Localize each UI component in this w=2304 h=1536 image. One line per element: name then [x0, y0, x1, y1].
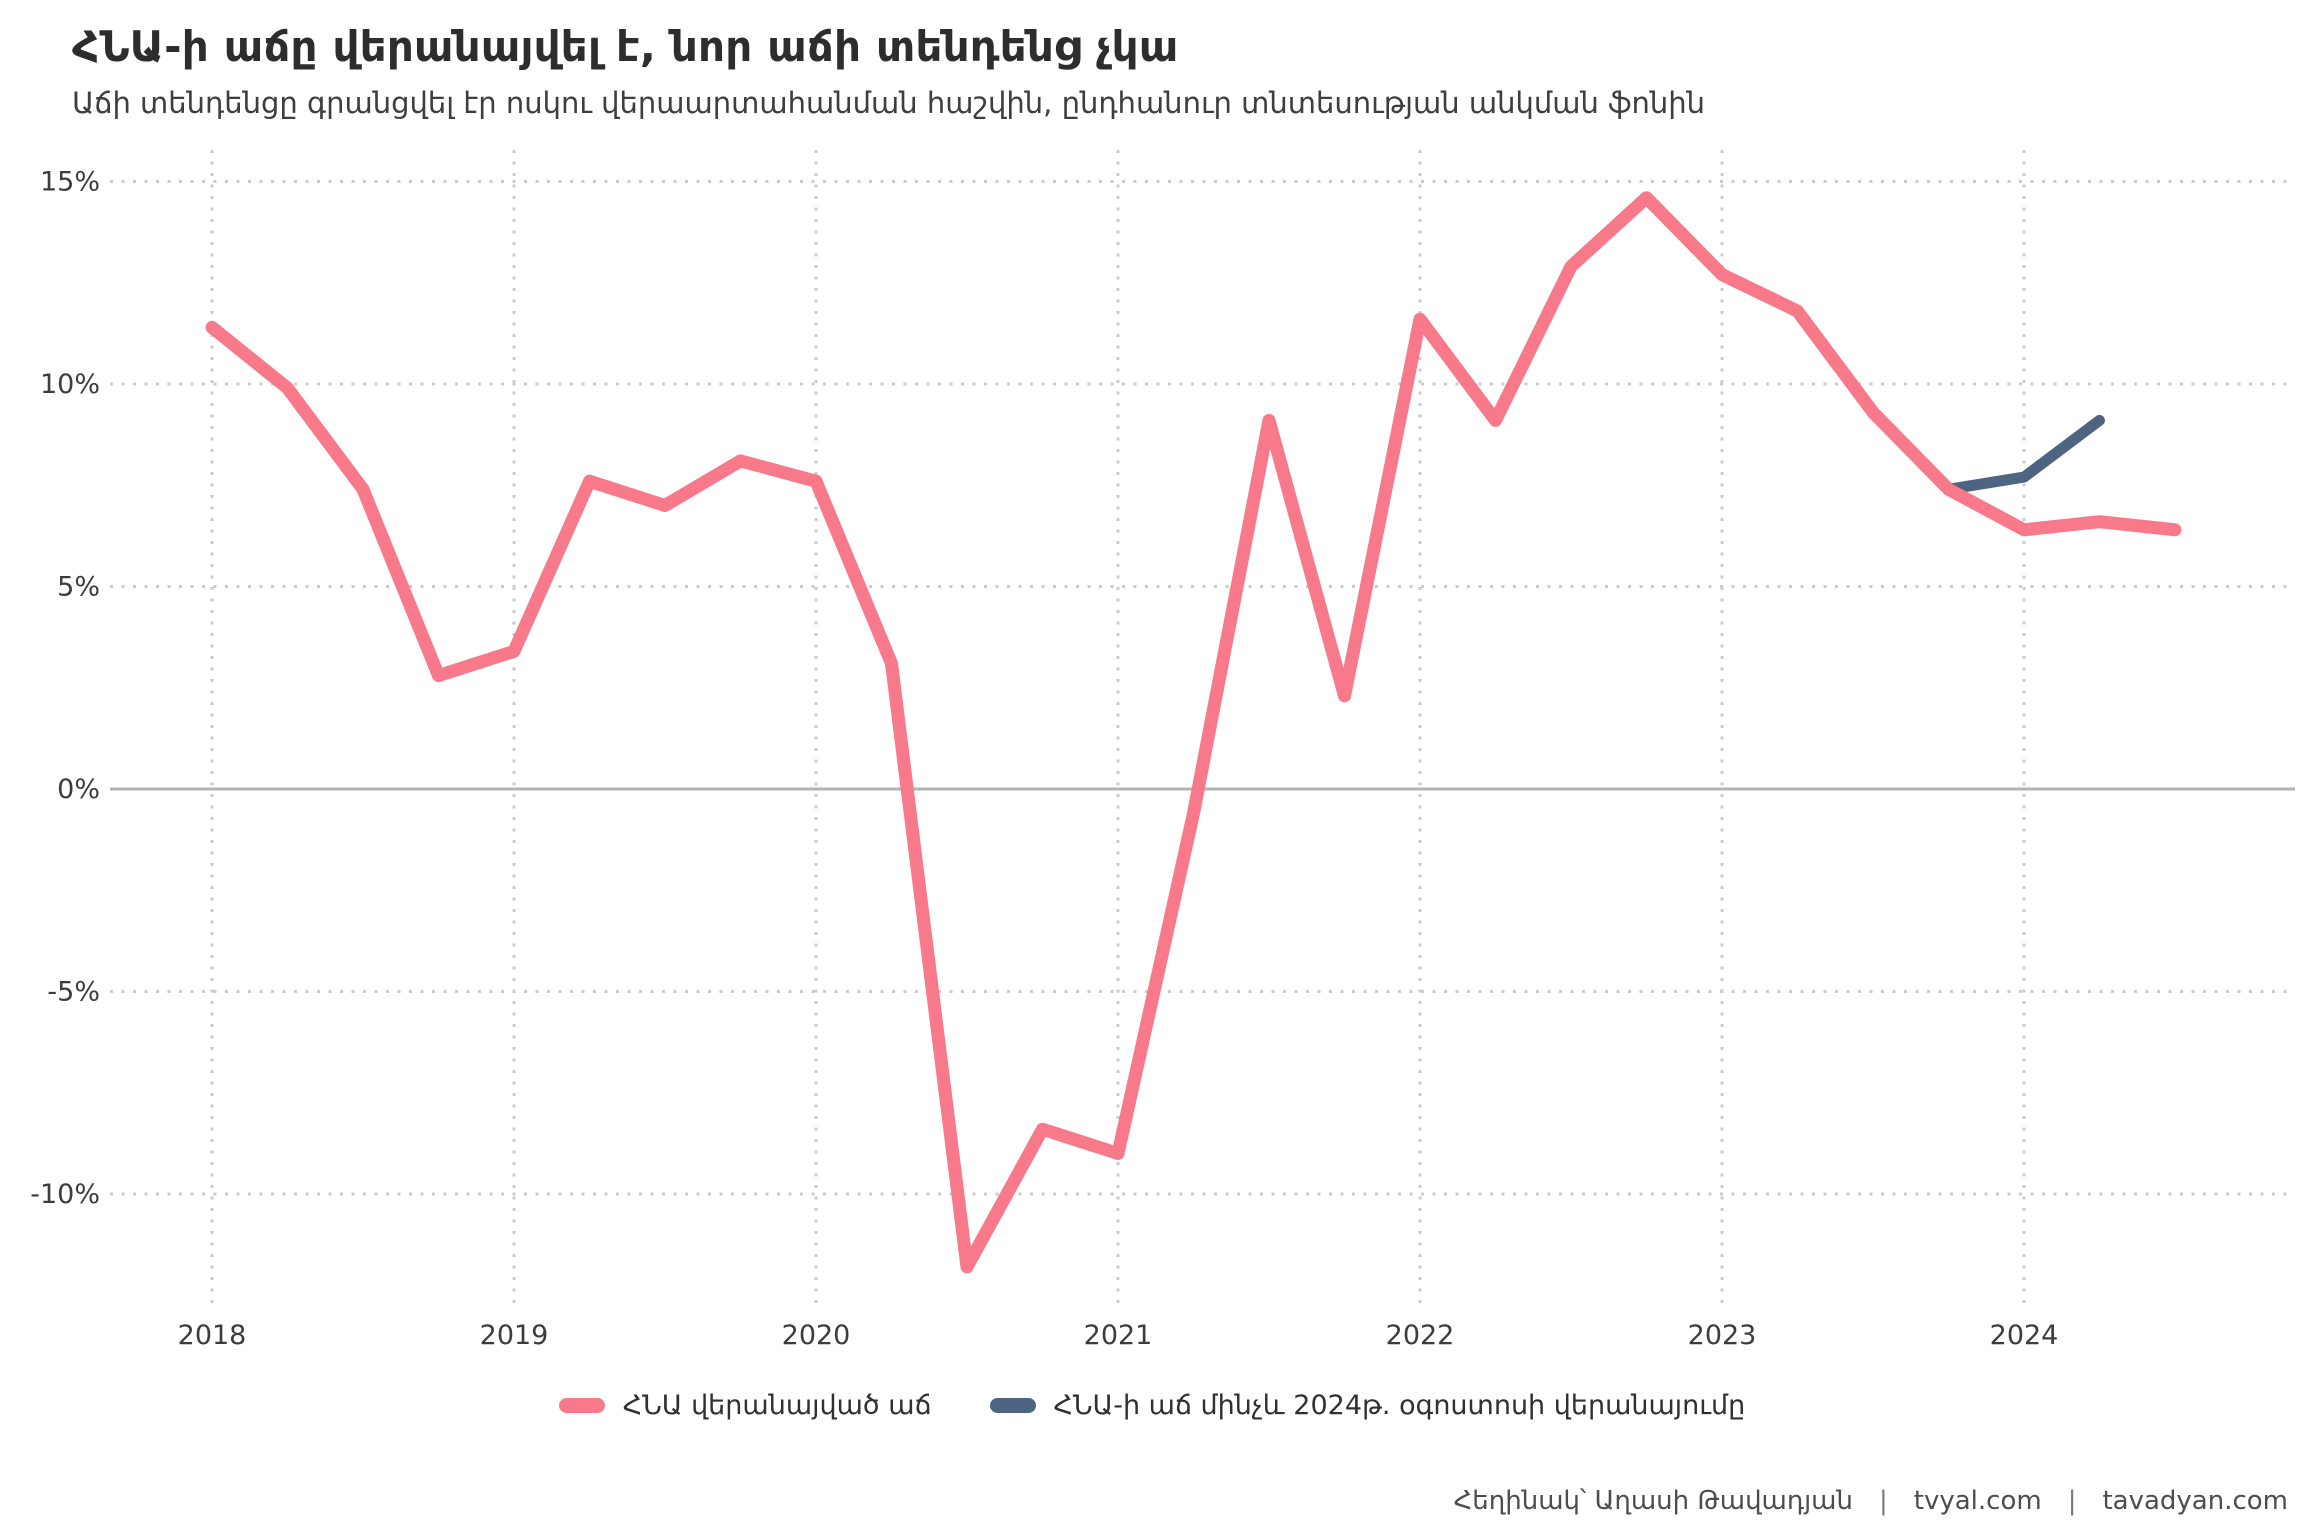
- y-axis-tick-label: 15%: [40, 167, 100, 198]
- x-axis-tick-label: 2024: [1990, 1320, 2059, 1351]
- footer: Հեղինակ՝ Աղասի Թավադյան | tvyal.com | ta…: [1454, 1486, 2288, 1516]
- x-axis-tick-label: 2021: [1084, 1320, 1153, 1351]
- y-axis-tick-label: 10%: [40, 369, 100, 400]
- y-axis-tick-label: -10%: [30, 1179, 100, 1210]
- x-axis-tick-label: 2018: [178, 1320, 247, 1351]
- y-axis-tick-label: 5%: [57, 572, 100, 603]
- footer-link-tavadyan[interactable]: tavadyan.com: [2102, 1486, 2288, 1516]
- series-line-pre-revision-gdp: [1943, 414, 2105, 495]
- legend-swatch-pre-revision: [989, 1398, 1036, 1413]
- legend-item-revised: ՀՆԱ վերանայված աճ: [558, 1390, 932, 1421]
- footer-separator: |: [2067, 1486, 2077, 1516]
- footer-separator: |: [1879, 1486, 1888, 1516]
- x-axis-tick-label: 2019: [480, 1320, 549, 1351]
- footer-author: Հեղինակ՝ Աղասի Թավադյան: [1453, 1486, 1853, 1516]
- y-axis-tick-label: 0%: [57, 774, 100, 805]
- series-line-revised-gdp: [205, 191, 2182, 1274]
- y-axis-tick-label: -5%: [47, 977, 100, 1008]
- page-subtitle: Աճի տենդենցը գրանցվել էր ոսկու վերաարտահ…: [72, 86, 1705, 120]
- x-axis-tick-label: 2022: [1386, 1320, 1455, 1351]
- page-title: ՀՆԱ-ի աճը վերանայվել է, նոր աճի տենդենց …: [72, 22, 1179, 71]
- legend-label-revised: ՀՆԱ վերանայված աճ: [622, 1390, 932, 1421]
- legend-swatch-revised: [558, 1398, 605, 1413]
- chart-legend: ՀՆԱ վերանայված աճ ՀՆԱ-ի աճ մինչև 2024թ. …: [0, 1390, 2304, 1421]
- footer-link-tvyal[interactable]: tvyal.com: [1913, 1486, 2042, 1516]
- legend-label-pre-revision: ՀՆԱ-ի աճ մինչև 2024թ. օգոստոսի վերանայու…: [1053, 1390, 1746, 1421]
- x-axis-tick-label: 2020: [782, 1320, 851, 1351]
- x-axis-tick-label: 2023: [1688, 1320, 1757, 1351]
- legend-item-pre-revision: ՀՆԱ-ի աճ մինչև 2024թ. օգոստոսի վերանայու…: [989, 1390, 1746, 1421]
